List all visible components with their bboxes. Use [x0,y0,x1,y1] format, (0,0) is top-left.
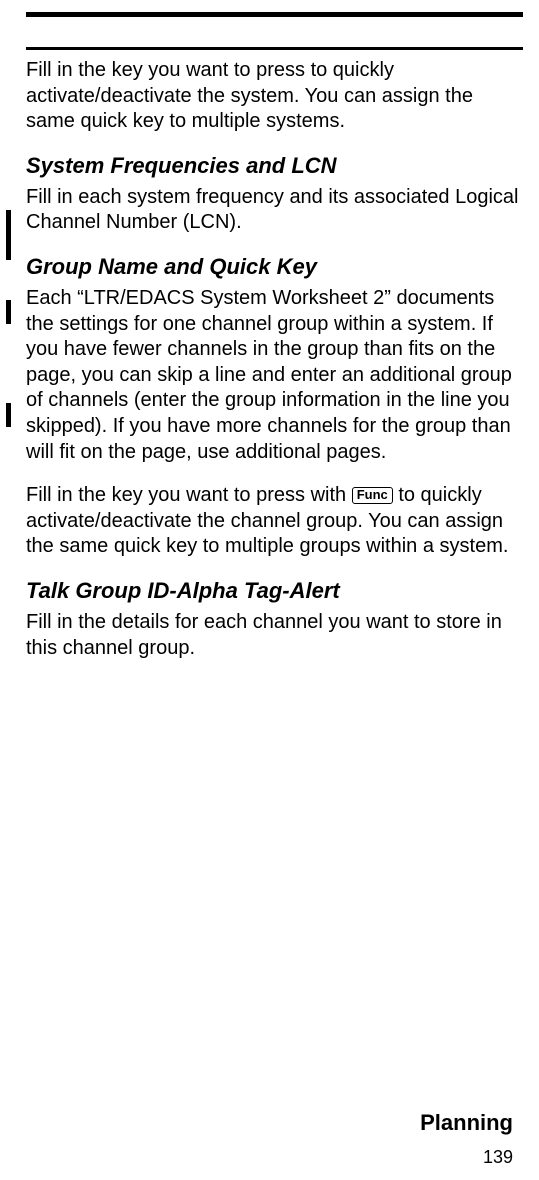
heading-talk-group: Talk Group ID-Alpha Tag-Alert [26,578,523,604]
paragraph-talk-group: Fill in the details for each channel you… [26,610,523,661]
footer-section-title: Planning [420,1110,513,1136]
change-bar [6,300,11,324]
top-rule-thin [26,47,523,50]
heading-group-name: Group Name and Quick Key [26,254,523,280]
document-page: Fill in the key you want to press to qui… [0,0,539,1180]
page-number: 139 [483,1147,513,1168]
func-key-icon: Func [352,487,393,504]
text-pre-func: Fill in the key you want to press with [26,484,352,506]
change-bar [6,210,11,260]
intro-paragraph: Fill in the key you want to press to qui… [26,58,523,135]
top-rule-thick [26,12,523,17]
paragraph-group-body-1: Each “LTR/EDACS System Worksheet 2” docu… [26,286,523,465]
heading-system-frequencies: System Frequencies and LCN [26,153,523,179]
paragraph-system-frequencies: Fill in each system frequency and its as… [26,185,523,236]
change-bar [6,403,11,427]
paragraph-group-body-2: Fill in the key you want to press with F… [26,483,523,560]
